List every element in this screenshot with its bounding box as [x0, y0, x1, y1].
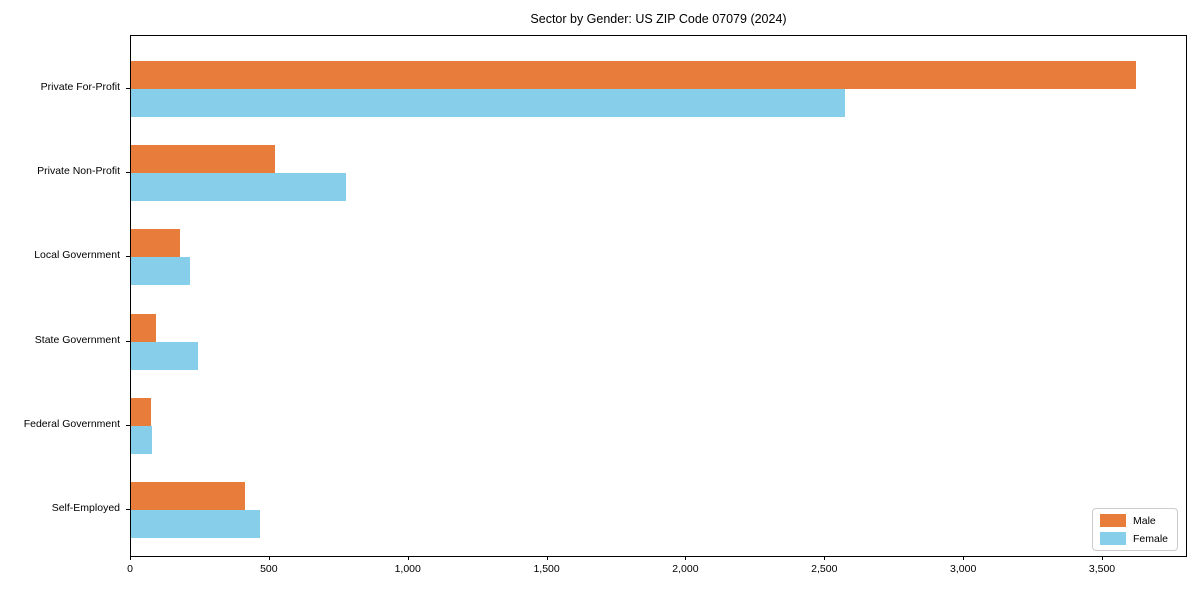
xtick-mark-2000	[685, 556, 687, 560]
xtick-mark-3000	[963, 556, 965, 560]
bar-male-state-government	[131, 313, 156, 342]
ytick-label-self-employed: Self-Employed	[51, 502, 120, 514]
ytick-label-state-government: State Government	[34, 333, 120, 346]
ytick-label-federal-government: Federal Government	[23, 417, 120, 430]
xtick-mark-3500	[1102, 556, 1104, 560]
bar-female-private-for-profit	[131, 89, 845, 117]
ytick-label-local-government: Local Government	[34, 249, 120, 262]
bar-female-federal-government	[131, 425, 152, 454]
xtick-label-2500: 2,500	[811, 563, 838, 575]
bar-male-private-non-profit	[131, 145, 275, 174]
bar-male-federal-government	[131, 397, 151, 426]
legend-label-male: Male	[1132, 514, 1156, 527]
xtick-mark-1000	[407, 556, 409, 560]
chart-title: Sector by Gender: US ZIP Code 07079 (202…	[530, 12, 787, 26]
legend-label-female: Female	[1132, 532, 1168, 545]
ytick-mark-private-non-profit	[126, 172, 130, 174]
xtick-label-1000: 1,000	[394, 563, 421, 575]
plot-area: Male Female	[130, 35, 1187, 557]
xtick-label-1500: 1,500	[533, 563, 560, 575]
ytick-mark-local-government	[126, 256, 130, 258]
ytick-label-private-for-profit: Private For-Profit	[40, 81, 120, 93]
legend-item-female: Female	[1099, 532, 1168, 545]
xtick-label-500: 500	[260, 563, 278, 575]
bar-female-state-government	[131, 341, 198, 370]
xtick-label-3500: 3,500	[1088, 563, 1116, 575]
female-swatch-icon	[1099, 532, 1126, 545]
bar-female-self-employed	[131, 510, 260, 538]
legend: Male Female	[1091, 508, 1178, 551]
legend-item-male: Male	[1099, 514, 1168, 527]
bar-male-local-government	[131, 229, 180, 258]
ytick-mark-state-government	[126, 340, 130, 342]
ytick-mark-federal-government	[126, 424, 130, 426]
bar-male-self-employed	[131, 482, 245, 510]
bar-female-private-non-profit	[131, 173, 346, 202]
xtick-mark-500	[268, 556, 270, 560]
ytick-mark-private-for-profit	[126, 88, 130, 89]
xtick-label-2000: 2,000	[672, 563, 699, 575]
xtick-label-3000: 3,000	[950, 563, 977, 575]
xtick-mark-1500	[546, 556, 548, 560]
ytick-label-private-non-profit: Private Non-Profit	[37, 165, 120, 178]
xtick-label-0: 0	[127, 563, 133, 575]
xtick-mark-0	[130, 556, 131, 560]
xtick-mark-2500	[824, 556, 826, 560]
male-swatch-icon	[1099, 514, 1126, 527]
bar-female-local-government	[131, 257, 190, 286]
bar-male-private-for-profit	[131, 61, 1136, 89]
ytick-mark-self-employed	[126, 509, 130, 510]
